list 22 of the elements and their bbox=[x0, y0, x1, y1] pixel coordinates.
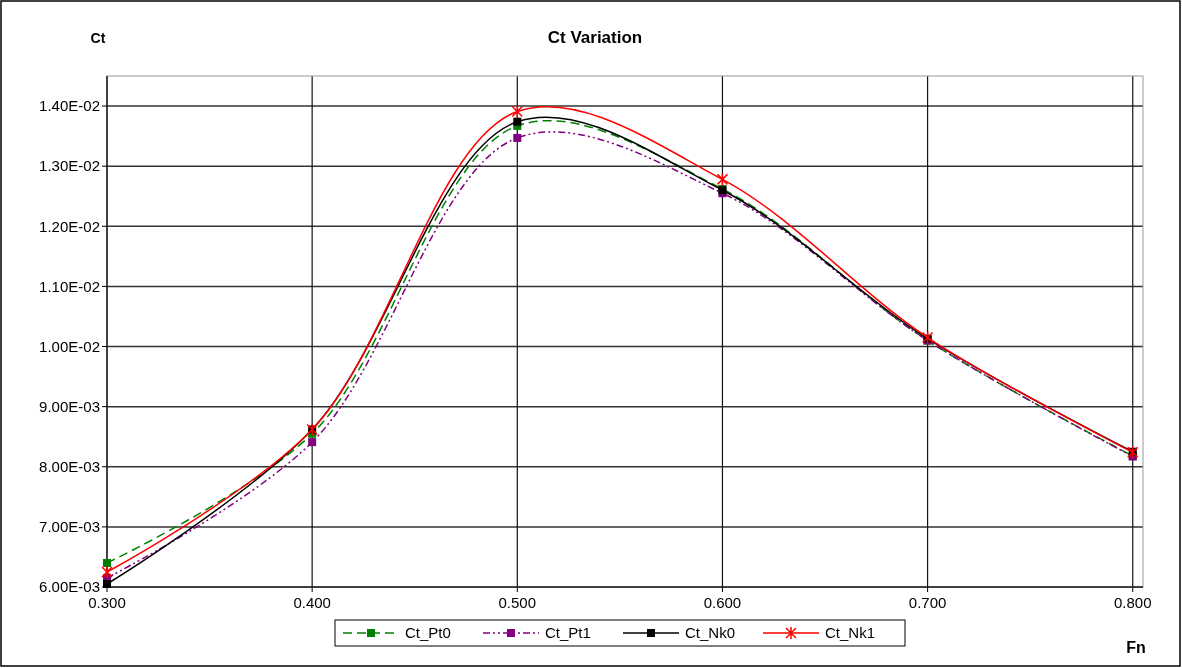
y-tick-label: 1.40E-02 bbox=[39, 97, 100, 115]
y-tick-label: 7.00E-03 bbox=[39, 518, 100, 536]
legend-label: Ct_Pt1 bbox=[545, 624, 591, 642]
x-tick-label: 0.500 bbox=[498, 594, 537, 611]
x-tick-label: 0.300 bbox=[88, 594, 126, 611]
y-tick-label: 1.30E-02 bbox=[39, 157, 100, 175]
y-axis-title: Ct bbox=[90, 30, 106, 46]
x-tick-label: 0.600 bbox=[703, 594, 742, 611]
legend-label: Ct_Pt0 bbox=[405, 624, 451, 642]
y-tick-label: 1.00E-02 bbox=[39, 337, 100, 355]
y-tick-label: 8.00E-03 bbox=[39, 458, 100, 476]
x-tick-label: 0.400 bbox=[293, 594, 331, 611]
y-tick-label: 6.00E-03 bbox=[39, 578, 100, 596]
y-tick-label: 1.10E-02 bbox=[39, 277, 100, 295]
chart-title: Ct Variation bbox=[547, 28, 643, 47]
legend-label: Ct_Nk0 bbox=[685, 624, 736, 642]
x-tick-label: 0.800 bbox=[1113, 594, 1152, 611]
y-tick-label: 9.00E-03 bbox=[39, 397, 100, 415]
y-tick-label: 1.20E-02 bbox=[39, 217, 100, 235]
x-tick-label: 0.700 bbox=[908, 594, 947, 611]
x-axis-title: Fn bbox=[1126, 639, 1146, 656]
legend-label: Ct_Nk1 bbox=[825, 624, 876, 642]
